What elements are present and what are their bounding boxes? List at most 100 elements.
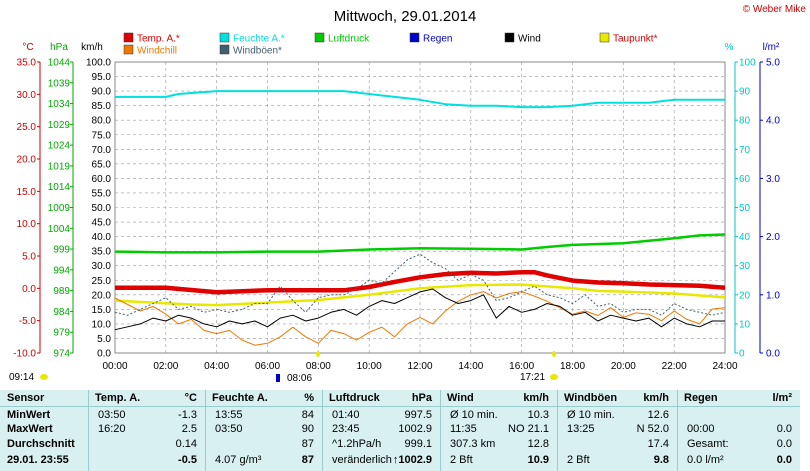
series-line-windb-en <box>114 253 726 316</box>
stats-cell-value: 0.14 <box>175 438 197 450</box>
pressure-axis-tick-label: 974 <box>53 349 70 360</box>
stats-header-unit: km/h <box>643 392 669 404</box>
stats-cell-note: 0.0 l/m² <box>687 454 724 466</box>
stats-header-sensor: Sensor <box>7 392 45 404</box>
humidity-axis-tick-label: 20 <box>739 290 751 301</box>
legend-label: Regen <box>423 34 452 45</box>
wind-axis-tick-label: 5.0 <box>97 334 111 345</box>
wind-axis-tick-label: 20.0 <box>92 290 112 301</box>
wind-axis-tick-label: 35.0 <box>92 247 112 258</box>
wind-axis-tick-label: 85.0 <box>92 101 112 112</box>
legend-label: Temp. A.* <box>137 34 180 45</box>
stats-cell-value: 2.5 <box>181 423 197 435</box>
x-tick-label: 16:00 <box>509 361 534 372</box>
x-tick-label: 00:00 <box>102 361 127 372</box>
pressure-axis-tick-label: 994 <box>53 265 70 276</box>
legend-label: Windböen* <box>233 46 282 57</box>
stats-cell-value: 87 <box>301 454 314 466</box>
temp-axis-tick-label: 15.0 <box>17 187 37 198</box>
stats-cell-value: 10.3 <box>527 409 549 421</box>
pressure-axis-tick-label: 979 <box>53 328 70 339</box>
wind-axis-tick-label: 60.0 <box>92 174 112 185</box>
stats-cell-value: 0.0 <box>776 423 792 435</box>
grid <box>114 61 726 354</box>
series-line-feuchte-a <box>115 90 725 109</box>
stats-row-label: MinWert <box>7 409 51 421</box>
humidity-axis-tick-label: 10 <box>739 319 751 330</box>
stats-cell-value: N 52.0 <box>636 423 669 435</box>
axes: 35.0 30.0 25.0 20.0 15.0 10.0 5.0 0.0 -5.0 -10.0 1… <box>13 58 780 373</box>
stats-cell-note: 13:25 <box>567 423 595 435</box>
series-line-taupunkt <box>114 283 726 307</box>
x-tick-label: 20:00 <box>611 361 636 372</box>
stats-cell-note: 2 Bft <box>567 454 590 466</box>
stats-header-label: Feuchte A. <box>212 392 268 404</box>
x-tick-label: 04:00 <box>204 361 229 372</box>
stats-header-label: Windböen <box>564 392 618 404</box>
rain-axis-tick-label: 4.0 <box>766 116 780 127</box>
stats-header-unit: hPa <box>411 392 432 404</box>
x-tick-label: 06:00 <box>255 361 280 372</box>
legend-swatch <box>219 32 230 43</box>
humidity-axis-tick-label: 40 <box>739 232 751 243</box>
legend-swatch <box>504 32 515 43</box>
stats-cell-note: 03:50 <box>98 409 126 421</box>
pressure-unit-label: hPa <box>50 42 68 53</box>
stats-cell-note: 16:20 <box>98 423 126 435</box>
legend: Temp. A.* Feuchte A.* Luftdruck Regen Wind Ta… <box>123 32 658 57</box>
stats-cell-value: 17.4 <box>647 438 669 450</box>
rain-axis-tick-label: 0.0 <box>766 349 780 360</box>
x-tick-label: 24:00 <box>712 361 737 372</box>
x-tick-label: 10:00 <box>357 361 382 372</box>
x-tick-label: 14:00 <box>458 361 483 372</box>
stats-cell-value: 84 <box>301 409 314 421</box>
x-tick-label: 02:00 <box>153 361 178 372</box>
stats-header-unit: l/m² <box>772 392 792 404</box>
wind-axis-tick-label: 75.0 <box>92 130 112 141</box>
stats-cell-value: 12.6 <box>647 409 669 421</box>
column-separator <box>557 390 558 471</box>
stats-header-unit: km/h <box>523 392 549 404</box>
stats-cell-note: 4.07 g/m³ <box>215 454 262 466</box>
stats-cell-value: 87 <box>301 438 314 450</box>
min-temp-marker <box>40 374 48 380</box>
temp-axis-tick-label: 0.0 <box>22 284 36 295</box>
stats-header-label: Regen <box>684 392 718 404</box>
wind-axis-tick-label: 70.0 <box>92 145 112 156</box>
wind-axis-tick-label: 15.0 <box>92 305 112 316</box>
x-tick-label: 12:00 <box>407 361 432 372</box>
humidity-axis-tick-label: 70 <box>739 145 751 156</box>
x-tick-label: 08:00 <box>306 361 331 372</box>
rain-axis-tick-label: 5.0 <box>766 58 780 69</box>
axis-unit-labels: °C hPa km/h% l/m² <box>22 42 780 53</box>
pressure-axis-tick-label: 1024 <box>48 141 71 152</box>
time-marker-label: 08:06 <box>287 373 312 384</box>
pressure-axis-tick-label: 1044 <box>48 58 71 69</box>
stats-cell-note: 2 Bft <box>450 454 473 466</box>
time-marker-label: 17:21 <box>520 372 545 383</box>
stats-cell-value: 0.0 <box>776 454 792 466</box>
temp-axis-tick-label: 10.0 <box>17 219 37 230</box>
stats-cell-note: Gesamt: <box>687 438 729 450</box>
stats-cell-note: 00:00 <box>687 423 715 435</box>
pressure-axis-tick-label: 984 <box>53 307 70 318</box>
stats-row-label: 29.01. 23:55 <box>7 454 69 466</box>
stats-cell-value: 9.8 <box>653 454 669 466</box>
wind-axis-tick-label: 95.0 <box>92 72 112 83</box>
wind-axis-tick-label: 90.0 <box>92 87 112 98</box>
stats-cell-value: 0.0 <box>776 438 792 450</box>
legend-swatch <box>314 32 325 43</box>
legend-label: Luftdruck <box>328 34 370 45</box>
stats-cell-note: 11:35 <box>450 423 477 435</box>
stats-cell-note: veränderlich <box>332 454 392 466</box>
statistics-table: Sensor Temp. A. °C Feuchte A.% Luftdruck hPa W… <box>0 390 800 471</box>
time-markers: 09:14 08:06 17:21 <box>9 351 558 384</box>
column-separator <box>205 390 206 471</box>
column-separator <box>88 390 89 471</box>
pressure-axis-tick-label: 1029 <box>48 120 71 131</box>
temp-axis-tick-label: -10.0 <box>13 349 36 360</box>
x-tick-label: 22:00 <box>662 361 687 372</box>
stats-cell-value: 90 <box>301 423 314 435</box>
x-tick-label: 18:00 <box>560 361 585 372</box>
stats-cell-note: ^1.2hPa/h <box>332 438 382 450</box>
